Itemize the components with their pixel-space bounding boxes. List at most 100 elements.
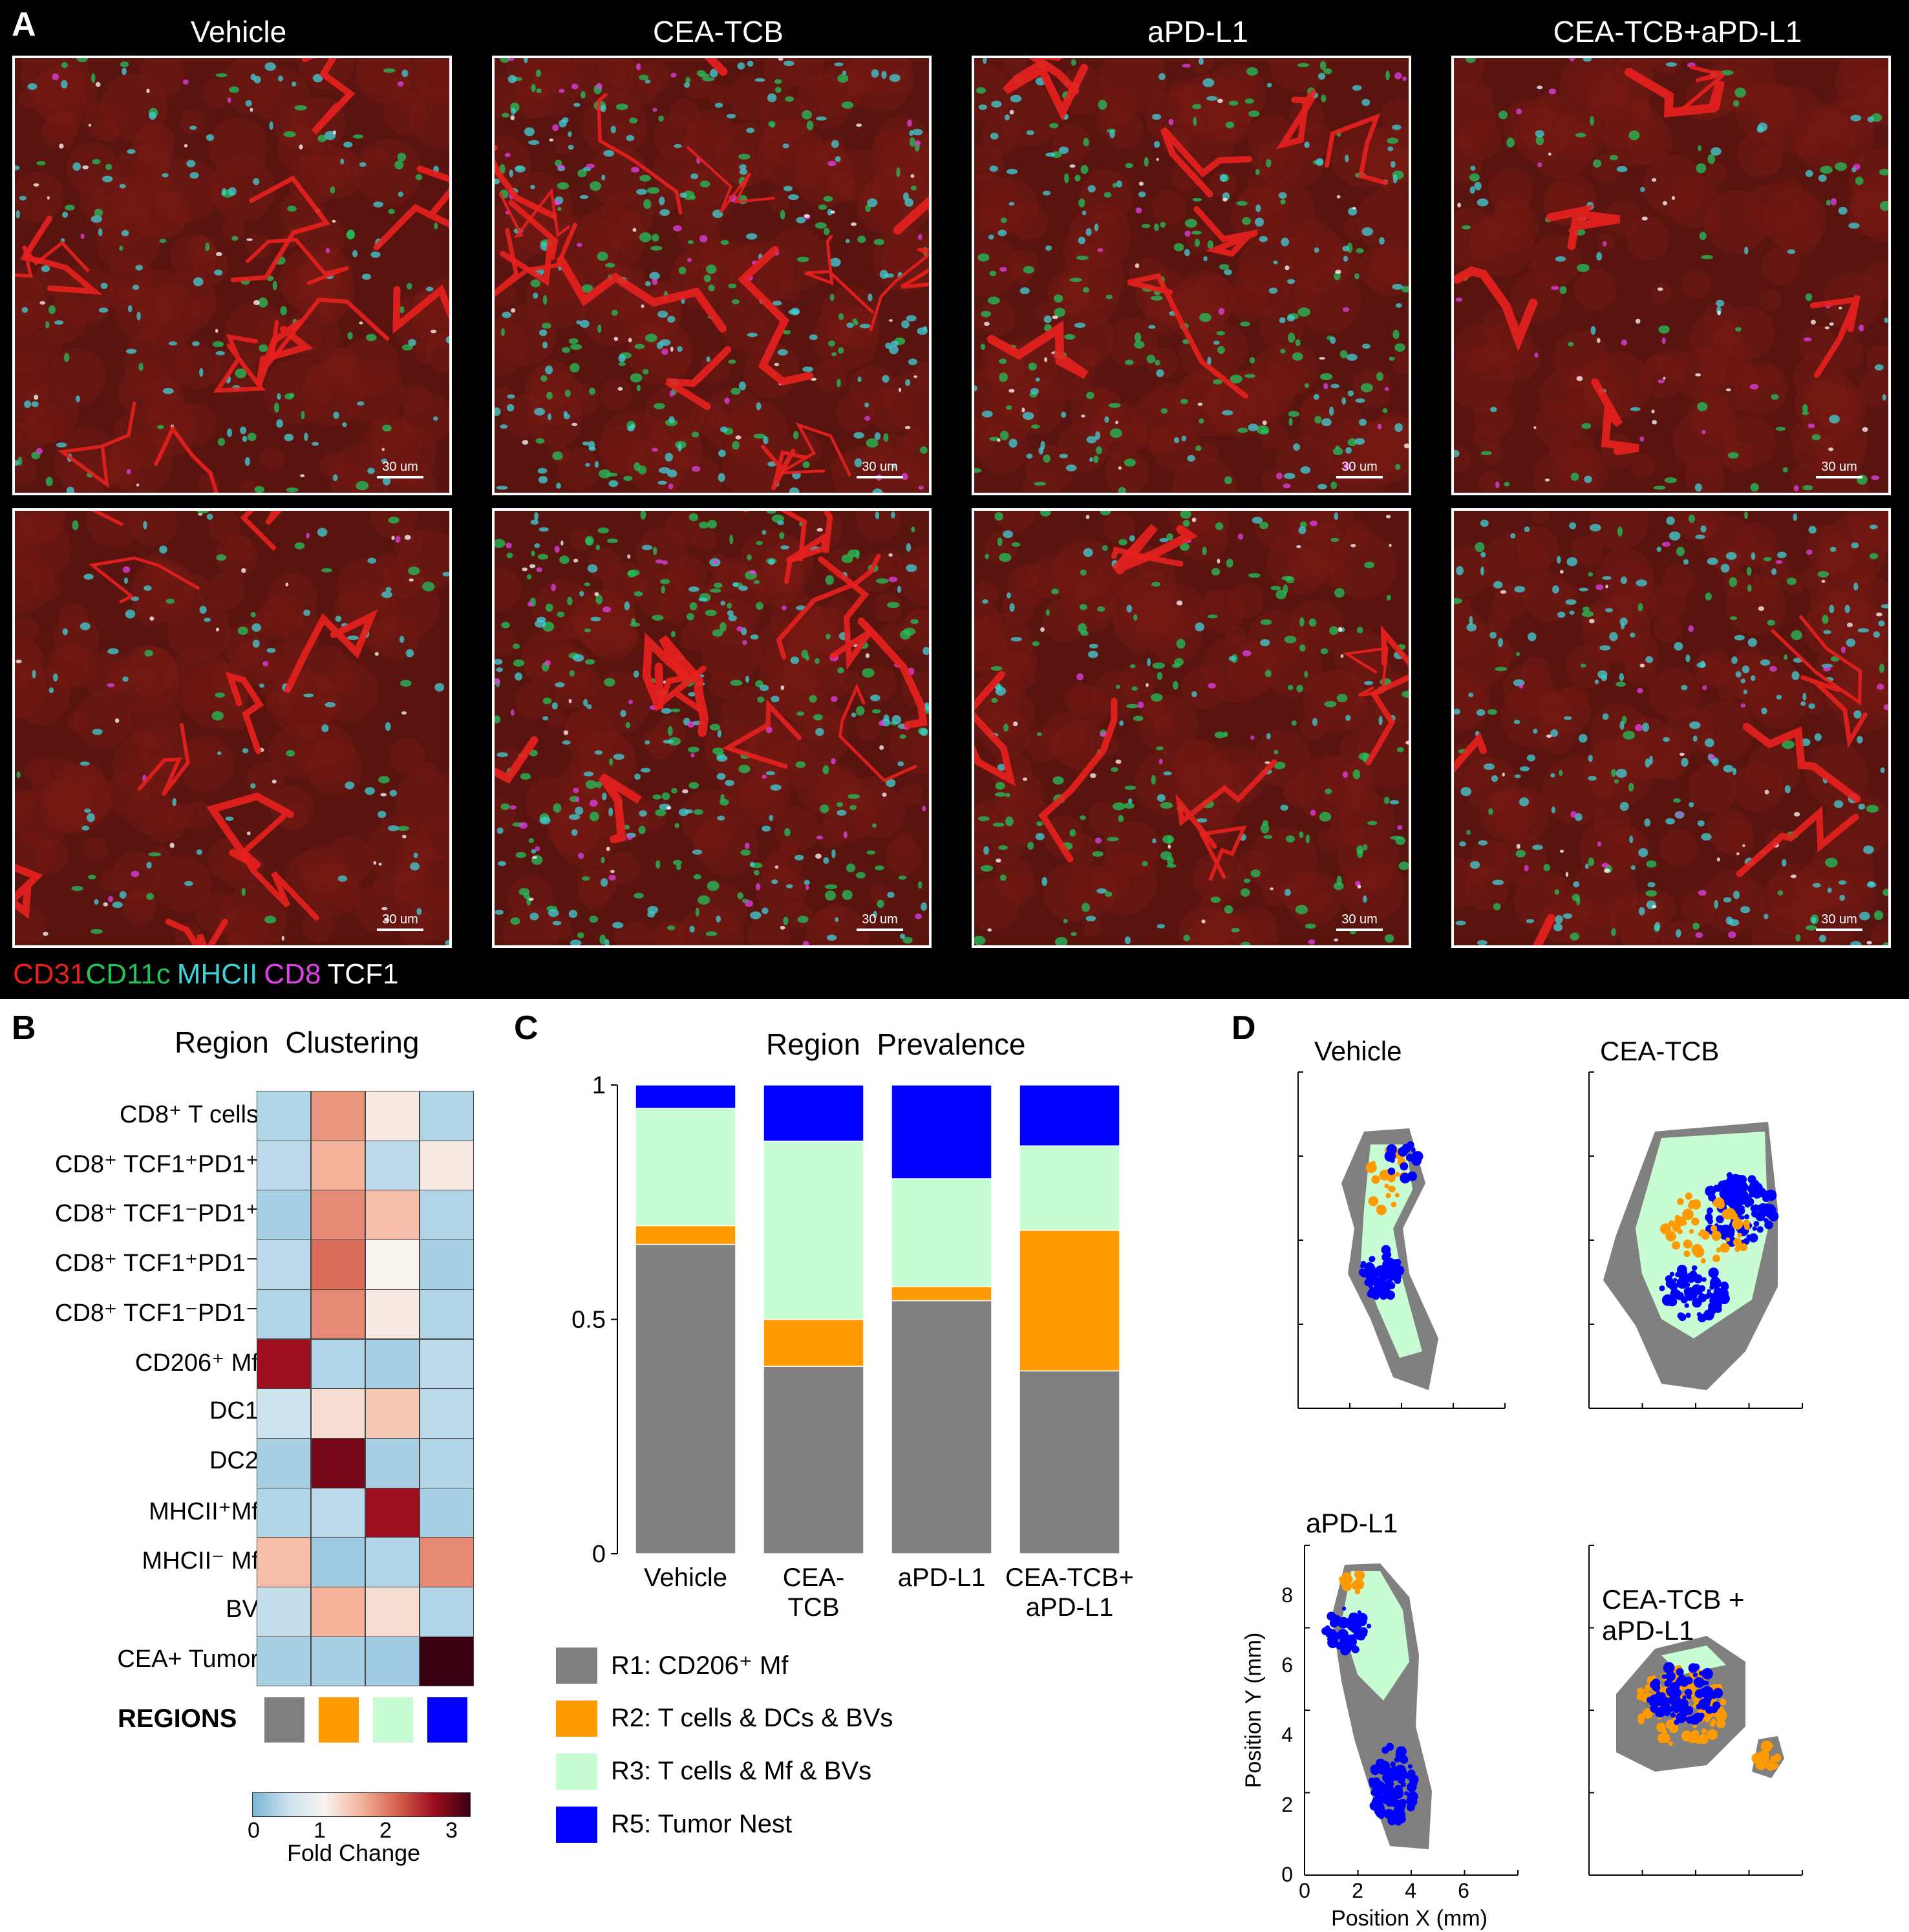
- micrograph-combo-1: 30 um: [1451, 56, 1891, 495]
- heatmap-cell: [420, 1388, 474, 1439]
- cell-dot: [1645, 1684, 1650, 1690]
- cell-dot: [1406, 1782, 1417, 1792]
- cell-dot: [1407, 1791, 1418, 1802]
- panel-a: A Vehicle CEA-TCB aPD-L1 CEA-TCB+aPD-L1 …: [0, 0, 1909, 999]
- cell-dot: [1389, 1788, 1401, 1801]
- heatmap-row-label: DC2: [209, 1446, 259, 1474]
- heatmap-cell: [257, 1240, 311, 1290]
- cell-dot: [1713, 1288, 1720, 1295]
- legend-label: R5: Tumor Nest: [611, 1810, 793, 1838]
- scale-bar: 30 um: [1336, 912, 1383, 931]
- cell-dot: [1737, 1232, 1742, 1238]
- legend-label: R1: CD206⁺ Mf: [611, 1651, 789, 1680]
- heatmap-cell: [257, 1537, 311, 1587]
- cell-dot: [1691, 1284, 1702, 1295]
- marker-cd31: CD31: [13, 958, 86, 990]
- map-x-tick-label: 0: [1299, 1879, 1310, 1902]
- cell-dot: [1707, 1209, 1712, 1215]
- cell-dot: [1379, 1285, 1391, 1297]
- cell-dot: [1332, 1640, 1337, 1646]
- cell-dot: [1654, 1707, 1666, 1718]
- bar-segment: [1019, 1084, 1120, 1146]
- scale-bar-label: 30 um: [862, 460, 898, 474]
- cell-dot: [1710, 1225, 1718, 1232]
- legend-label: R2: T cells & DCs & BVs: [611, 1704, 893, 1732]
- heatmap-cell: [365, 1437, 420, 1488]
- bar-segment: [891, 1084, 992, 1179]
- colorbar-tick: 1: [314, 1818, 326, 1843]
- heatmap-cell: [257, 1487, 311, 1538]
- cell-dot: [1368, 1196, 1379, 1207]
- cell-dot: [1733, 1238, 1742, 1247]
- cell-dot: [1414, 1157, 1421, 1164]
- cell-dot: [1372, 1796, 1383, 1807]
- cell-dot: [1354, 1589, 1361, 1594]
- cell-dot: [1668, 1741, 1673, 1746]
- bar-chart-title: Region Prevalence: [766, 1027, 1026, 1061]
- cell-dot: [1721, 1229, 1731, 1239]
- cell-dot: [1325, 1633, 1330, 1638]
- cell-dot: [1407, 1764, 1413, 1769]
- heatmap-cell: [420, 1487, 474, 1538]
- cell-dot: [1361, 1261, 1366, 1266]
- cell-dot: [1720, 1281, 1729, 1289]
- map-y-tick-label: 0: [1281, 1863, 1293, 1886]
- cell-dot: [1387, 1174, 1396, 1183]
- map-x-tick-label: 4: [1405, 1879, 1416, 1902]
- cell-dot: [1357, 1610, 1361, 1615]
- micrograph-cea-tcb-1: 30 um: [492, 56, 932, 495]
- scale-bar-label: 30 um: [1341, 460, 1378, 474]
- cell-dot: [1369, 1256, 1376, 1262]
- heatmap-cell: [365, 1338, 420, 1390]
- cell-dot: [1400, 1162, 1409, 1171]
- scale-bar: 30 um: [1816, 460, 1862, 478]
- colorbar-label: Fold Change: [287, 1840, 421, 1866]
- cell-dot: [1719, 1698, 1726, 1706]
- cell-dot: [1740, 1215, 1745, 1220]
- marker-mhcii: MHCII: [176, 958, 258, 990]
- cell-dot: [1682, 1210, 1689, 1217]
- cell-dot: [1375, 1283, 1381, 1289]
- cell-dot: [1341, 1606, 1347, 1611]
- cell-dot: [1391, 1801, 1397, 1807]
- map-title: CEA-TCB + aPD-L1: [1602, 1584, 1745, 1646]
- heatmap-cell: [311, 1587, 365, 1637]
- cell-dot: [1692, 1724, 1697, 1728]
- colorbar-tick: 0: [248, 1818, 260, 1843]
- cell-dot: [1352, 1582, 1360, 1590]
- cell-dot: [1390, 1259, 1399, 1268]
- map-title: aPD-L1: [1306, 1508, 1398, 1538]
- cell-dot: [1394, 1265, 1405, 1276]
- heatmap-cell: [365, 1636, 420, 1687]
- cell-dot: [1407, 1769, 1416, 1777]
- heatmap-cell: [365, 1140, 420, 1191]
- map-x-tick-label: 2: [1352, 1879, 1363, 1902]
- cell-dot: [1686, 1689, 1690, 1693]
- cell-dot: [1701, 1668, 1713, 1680]
- cell-dot: [1725, 1237, 1731, 1242]
- micrograph-apdl1-1: 30 um: [972, 56, 1411, 495]
- cell-dot: [1752, 1226, 1757, 1231]
- cell-dot: [1716, 1719, 1725, 1729]
- cell-dot: [1719, 1188, 1731, 1199]
- cell-dot: [1411, 1775, 1418, 1781]
- cell-dot: [1358, 1613, 1368, 1623]
- cell-dot: [1674, 1214, 1680, 1220]
- cell-dot: [1663, 1662, 1675, 1674]
- cell-dot: [1674, 1719, 1680, 1725]
- heatmap-cell: [311, 1338, 365, 1390]
- cell-dot: [1769, 1759, 1774, 1763]
- marker-tcf1: TCF1: [327, 958, 399, 990]
- heatmap-cell: [311, 1289, 365, 1340]
- cell-dot: [1756, 1226, 1764, 1233]
- bar-segment: [1019, 1145, 1120, 1231]
- cell-dot: [1388, 1282, 1396, 1289]
- cell-dot: [1703, 1687, 1710, 1694]
- panel-a-label: A: [12, 6, 36, 43]
- cell-dot: [1709, 1285, 1714, 1290]
- colorbar: [252, 1792, 471, 1817]
- cell-dot: [1744, 1224, 1750, 1230]
- cell-dot: [1669, 1723, 1679, 1733]
- cell-dot: [1693, 1677, 1705, 1688]
